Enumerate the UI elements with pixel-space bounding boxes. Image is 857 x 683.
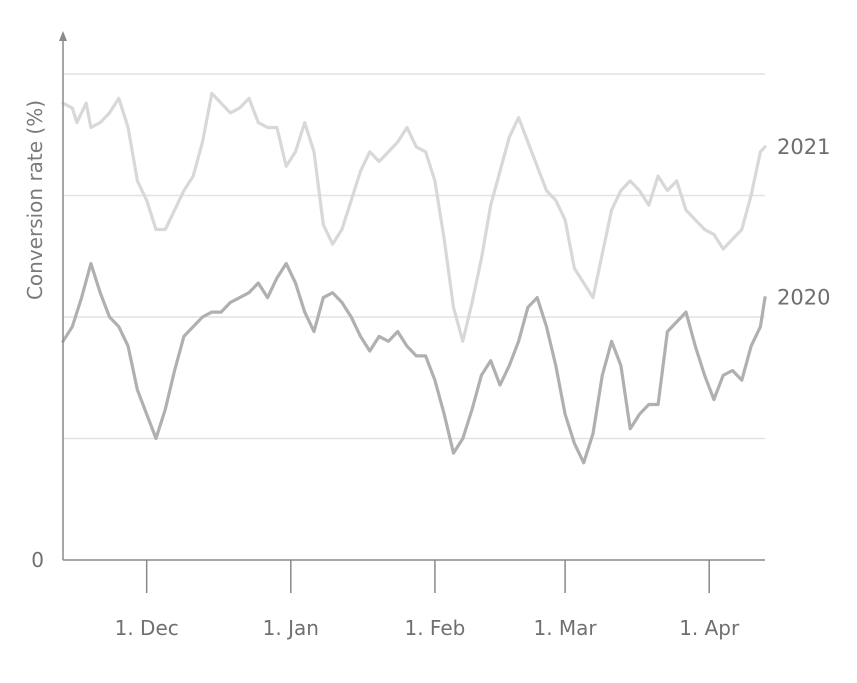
y-axis-title: Conversion rate (%) — [23, 100, 47, 300]
x-tick-label: 1. Dec — [115, 616, 179, 640]
y-axis-ticks: 0 — [31, 548, 44, 572]
x-axis-ticks: 1. Dec 1. Jan 1. Feb 1. Mar 1. Apr — [115, 560, 740, 640]
x-tick-label: 1. Feb — [404, 616, 465, 640]
x-tick-label: 1. Mar — [533, 616, 597, 640]
x-tick-label: 1. Apr — [679, 616, 740, 640]
x-tick-label: 1. Jan — [263, 616, 319, 640]
y-axis-arrow-icon — [59, 31, 67, 41]
series-labels: 2021 2020 — [777, 135, 830, 310]
series-lines — [61, 91, 767, 465]
axes — [59, 31, 765, 561]
series-line-2021 — [61, 91, 767, 343]
series-line-2020 — [61, 261, 767, 465]
series-label-2020: 2020 — [777, 286, 830, 310]
y-tick-label: 0 — [31, 548, 44, 572]
series-label-2021: 2021 — [777, 135, 830, 159]
